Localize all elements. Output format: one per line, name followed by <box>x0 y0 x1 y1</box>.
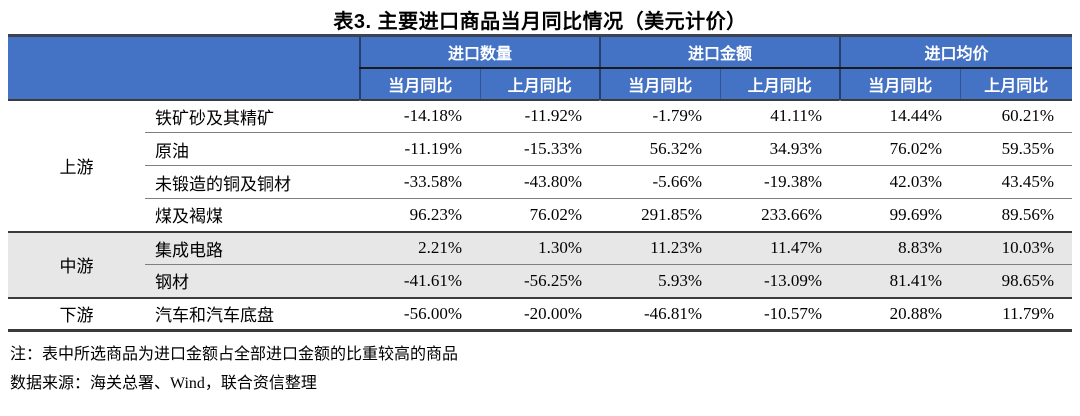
value-cell: 34.93% <box>720 132 841 166</box>
value-cell: -10.57% <box>720 296 841 331</box>
sub-header-cell: 当月同比 <box>359 67 480 100</box>
value-cell: 98.65% <box>960 264 1073 298</box>
note-line: 注：表中所选商品为进口金额占全部进口金额的比重较高的商品 <box>10 346 459 363</box>
table-row: 下游 汽车和汽车底盘 -56.00% -20.00% -46.81% -10.5… <box>8 296 1073 331</box>
table-footnotes: 注：表中所选商品为进口金额占全部进口金额的比重较高的商品 数据来源：海关总署、W… <box>10 340 1070 398</box>
header-corner-cell-2 <box>8 67 360 100</box>
table-body: 上游 铁矿砂及其精矿 -14.18% -11.92% -1.79% 41.11%… <box>8 98 1073 331</box>
section-group-label-midstream: 中游 <box>8 230 145 298</box>
section-group-label-upstream: 上游 <box>8 98 145 232</box>
value-cell: 10.03% <box>960 230 1073 265</box>
value-cell: 60.21% <box>960 98 1073 133</box>
value-cell: 59.35% <box>960 132 1073 166</box>
page-title: 表3. 主要进口商品当月同比情况（美元计价） <box>333 11 747 33</box>
commodity-name-cell: 集成电路 <box>145 230 360 265</box>
value-cell: 81.41% <box>840 264 961 298</box>
value-cell: 76.02% <box>480 198 601 232</box>
group-header-import-quantity: 进口数量 <box>358 35 601 69</box>
value-cell: -20.00% <box>480 296 601 331</box>
value-cell: 43.45% <box>960 165 1073 199</box>
commodity-name-cell: 铁矿砂及其精矿 <box>145 98 360 133</box>
value-cell: -11.92% <box>480 98 601 133</box>
value-cell: -1.79% <box>600 98 721 133</box>
value-cell: -5.66% <box>600 165 721 199</box>
table-row: 中游 集成电路 2.21% 1.30% 11.23% 11.47% 8.83% … <box>8 230 1073 298</box>
value-cell: 41.11% <box>720 98 841 133</box>
value-cell: 20.88% <box>840 296 961 331</box>
commodity-name-cell: 汽车和汽车底盘 <box>145 296 360 331</box>
value-cell: -43.80% <box>480 165 601 199</box>
value-cell: -13.09% <box>720 264 841 298</box>
value-cell: 2.21% <box>360 230 480 265</box>
value-cell: -15.33% <box>480 132 601 166</box>
value-cell: 233.66% <box>720 198 841 232</box>
group-header-import-avg-price: 进口均价 <box>839 35 1073 69</box>
value-cell: 11.47% <box>720 230 841 265</box>
commodity-name-cell: 钢材 <box>145 264 360 298</box>
value-cell: 1.30% <box>480 230 601 265</box>
value-cell: -56.00% <box>360 296 480 331</box>
value-cell: -11.19% <box>360 132 480 166</box>
value-cell: -19.38% <box>720 165 841 199</box>
value-cell: 96.23% <box>360 198 480 232</box>
value-cell: 5.93% <box>600 264 721 298</box>
value-cell: 11.79% <box>960 296 1073 331</box>
value-cell: 8.83% <box>840 230 961 265</box>
table-row: 煤及褐煤 96.23% 76.02% 291.85% 233.66% 99.69… <box>8 198 1073 232</box>
value-cell: -41.61% <box>360 264 480 298</box>
note-line-source: 数据来源：海关总署、Wind，联合资信整理 <box>10 375 317 392</box>
commodity-name-cell: 原油 <box>145 132 360 166</box>
value-cell: 42.03% <box>840 165 961 199</box>
sub-header-cell: 当月同比 <box>599 67 721 100</box>
group-header-import-amount: 进口金额 <box>599 35 841 69</box>
group-header-row: 进口数量 进口金额 进口均价 <box>8 35 1073 69</box>
sub-header-cell: 当月同比 <box>839 67 961 100</box>
value-cell: -14.18% <box>360 98 480 133</box>
table-row: 上游 铁矿砂及其精矿 -14.18% -11.92% -1.79% 41.11%… <box>8 98 1073 232</box>
value-cell: 11.23% <box>600 230 721 265</box>
sub-header-cell: 上月同比 <box>959 67 1073 100</box>
value-cell: -56.25% <box>480 264 601 298</box>
value-cell: 99.69% <box>840 198 961 232</box>
value-cell: 291.85% <box>600 198 721 232</box>
value-cell: -33.58% <box>360 165 480 199</box>
table-row: 钢材 -41.61% -56.25% 5.93% -13.09% 81.41% … <box>8 264 1073 298</box>
sub-header-cell: 上月同比 <box>479 67 601 100</box>
import-commodities-table: 进口数量 进口金额 进口均价 当月同比 上月同比 当月同比 上月同比 当月同比 … <box>8 34 1073 332</box>
header-corner-cell <box>8 35 360 68</box>
value-cell: 89.56% <box>960 198 1073 232</box>
table-header: 进口数量 进口金额 进口均价 当月同比 上月同比 当月同比 上月同比 当月同比 … <box>8 35 1073 100</box>
table-row: 未锻造的铜及铜材 -33.58% -43.80% -5.66% -19.38% … <box>8 165 1073 199</box>
commodity-name-cell: 煤及褐煤 <box>145 198 360 232</box>
sub-header-row: 当月同比 上月同比 当月同比 上月同比 当月同比 上月同比 <box>8 67 1073 100</box>
value-cell: 76.02% <box>840 132 961 166</box>
sub-header-cell: 上月同比 <box>719 67 841 100</box>
table-row: 原油 -11.19% -15.33% 56.32% 34.93% 76.02% … <box>8 132 1073 166</box>
commodity-name-cell: 未锻造的铜及铜材 <box>145 165 360 199</box>
value-cell: -46.81% <box>600 296 721 331</box>
value-cell: 14.44% <box>840 98 961 133</box>
section-group-label-downstream: 下游 <box>8 296 145 331</box>
value-cell: 56.32% <box>600 132 721 166</box>
